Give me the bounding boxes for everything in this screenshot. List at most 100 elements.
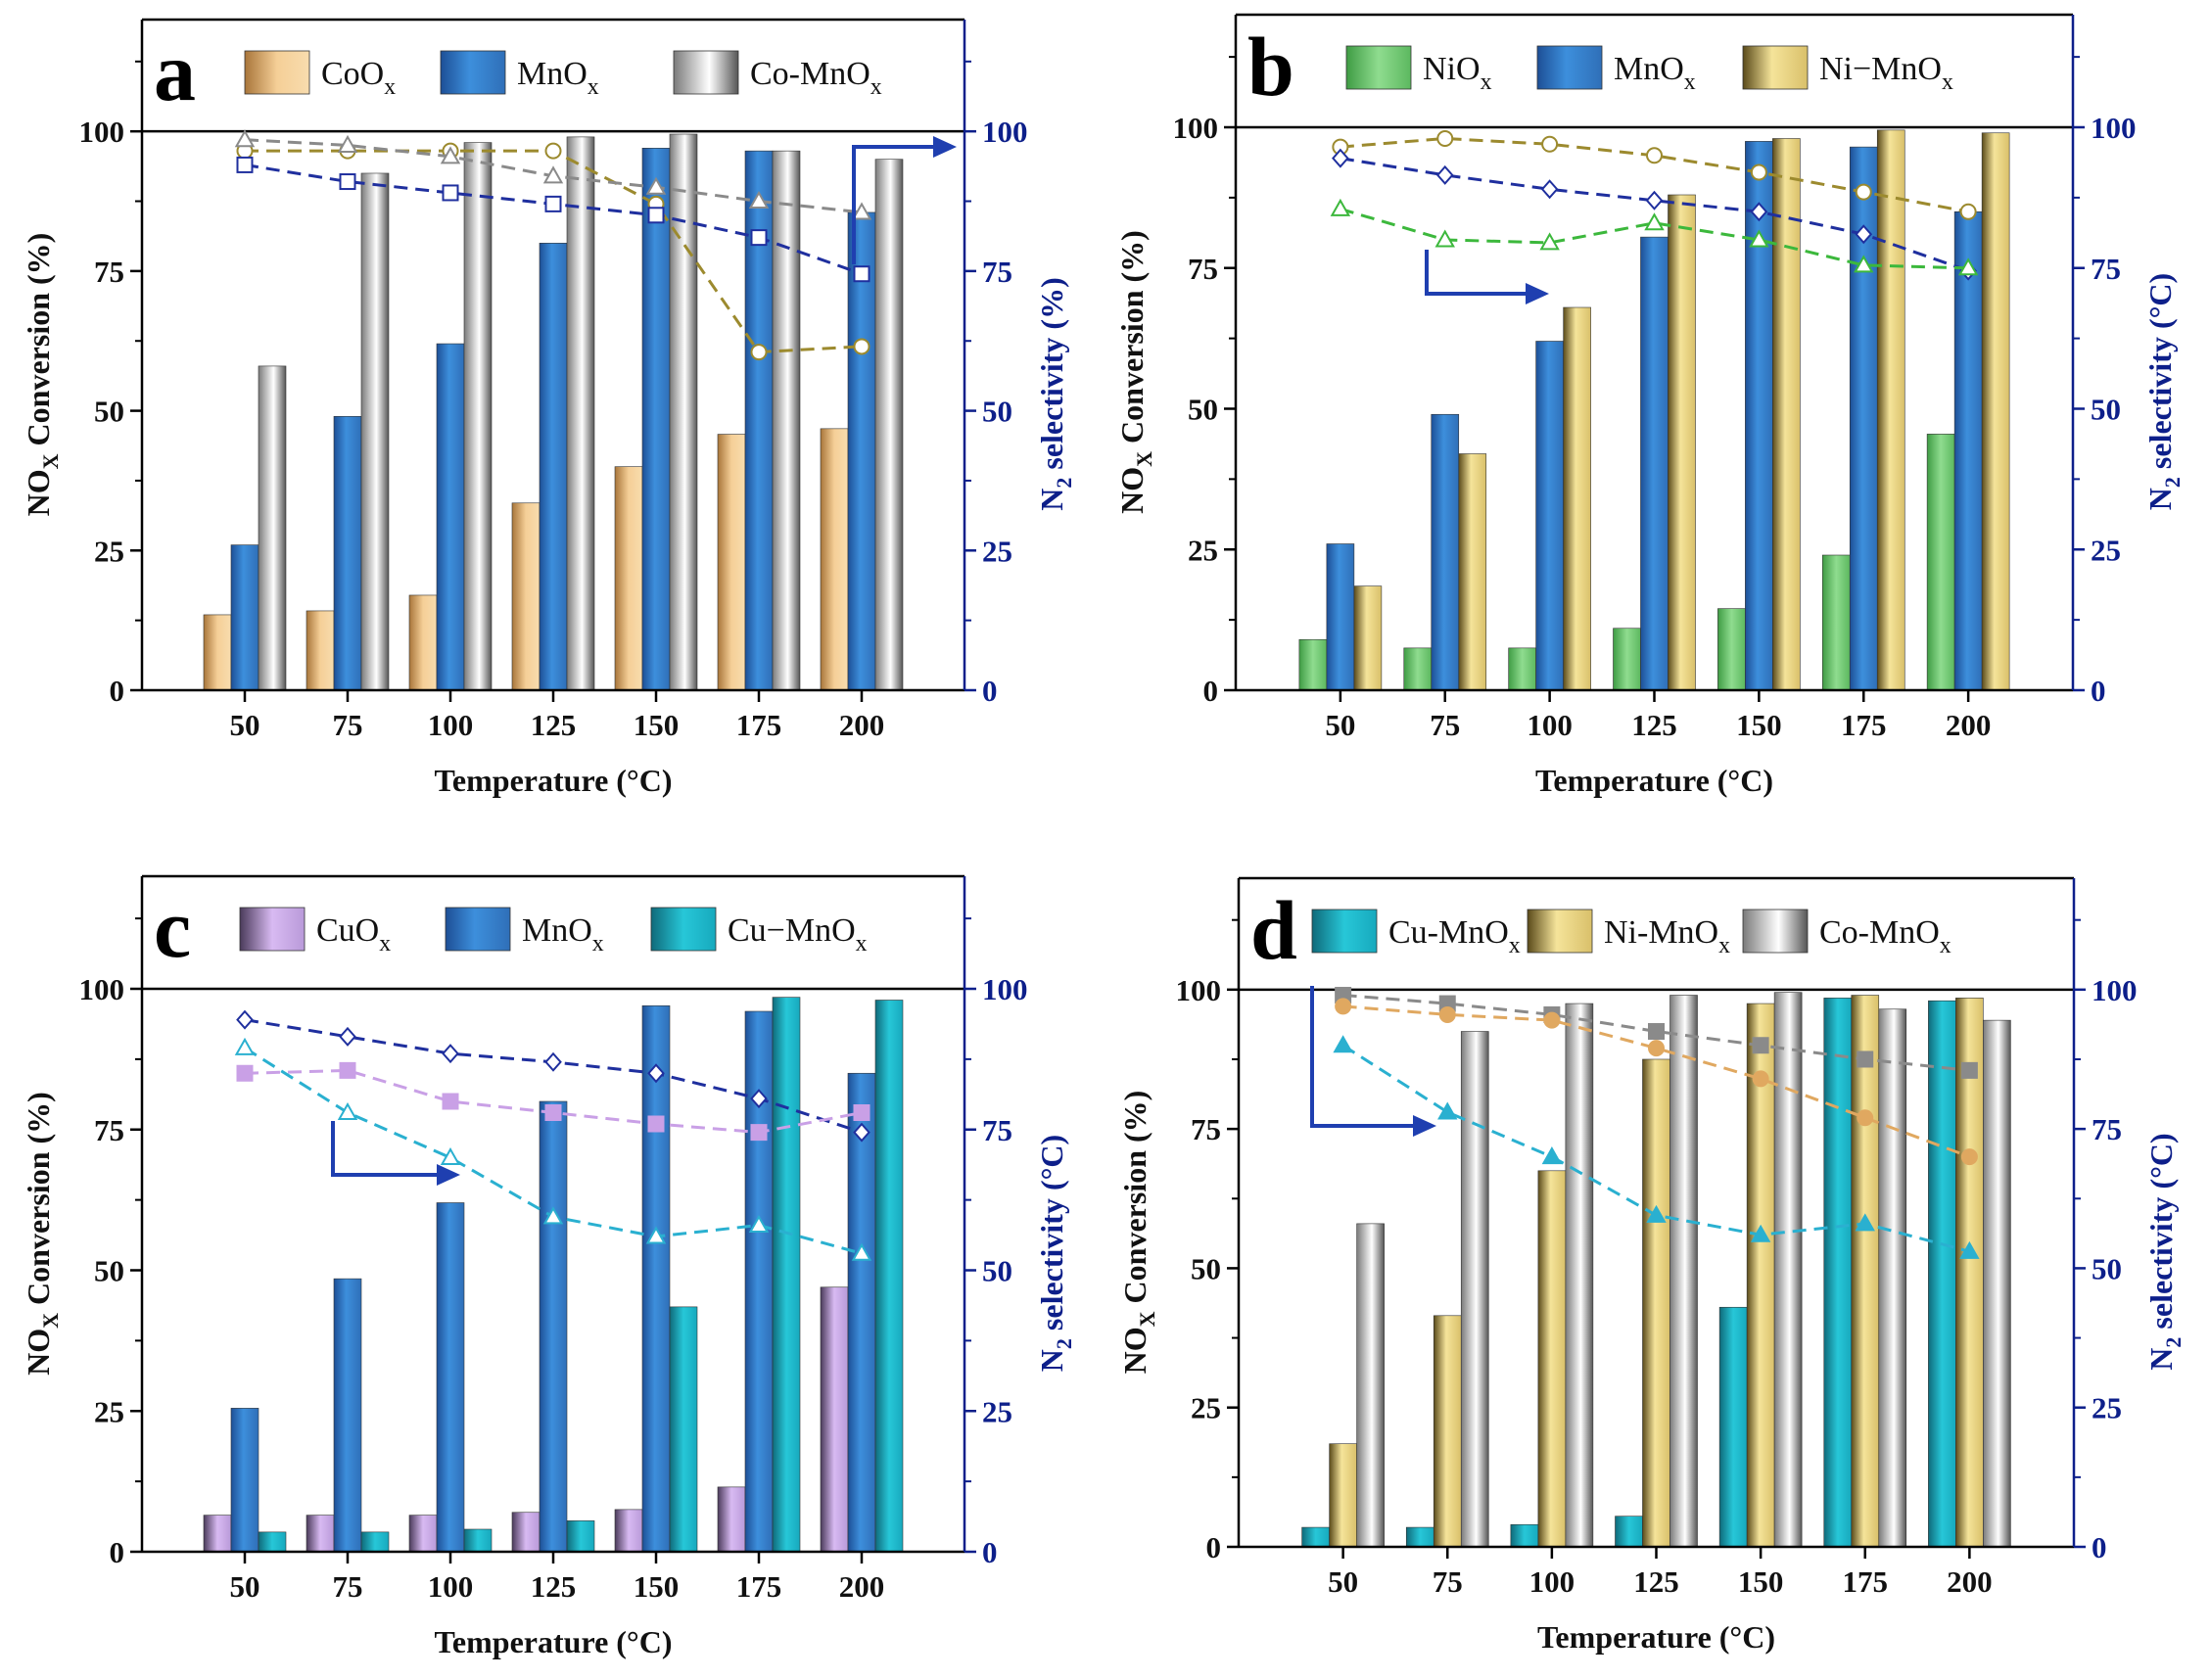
selectivity-point-b-Ni-MnOx-75 <box>1436 130 1454 147</box>
selectivity-point-b-Ni-MnOx-150 <box>1750 163 1767 181</box>
y-axis-label: NOX Conversion (%) <box>1117 1091 1159 1375</box>
selectivity-point-a-Co-MnOx-75 <box>337 134 358 153</box>
x-tick-label: 75 <box>1430 708 1460 742</box>
panel-letter: c <box>154 881 191 975</box>
legend-label-Cu-MnOx: Cu-MnOx <box>1388 914 1521 958</box>
y2-tick-label: 100 <box>982 972 1028 1006</box>
selectivity-point-c-MnOx-150 <box>647 1063 665 1084</box>
legend-swatch-Ni-MnOx <box>1527 909 1593 954</box>
legend-label-MnOx: MnOx <box>517 56 599 100</box>
selectivity-point-b-MnOx-100 <box>1540 179 1559 200</box>
selectivity-point-a-Co-MnOx-175 <box>748 190 770 210</box>
selectivity-point-d-Co-MnOx-125 <box>1648 1023 1665 1041</box>
selectivity-point-a-Co-MnOx-100 <box>440 146 461 164</box>
y-tick-label: 25 <box>1188 533 1218 567</box>
bar-d-Cu-MnOx-125 <box>1615 1516 1643 1548</box>
bar-c-Cu−MnOx-175 <box>772 997 801 1553</box>
legend-label-Ni-MnOx: Ni-MnOx <box>1604 914 1730 958</box>
y-tick-label: 75 <box>94 255 124 289</box>
y-tick-label: 75 <box>1188 252 1218 286</box>
selectivity-point-a-Co-MnOx-150 <box>645 176 667 195</box>
selectivity-point-a-Co-MnOx-125 <box>542 165 564 184</box>
x-tick-label: 175 <box>1843 1564 1889 1599</box>
legend-swatch-Cu−MnOx <box>650 907 717 952</box>
x-tick-label: 125 <box>531 1569 577 1604</box>
axis-arrow-head <box>437 1164 460 1186</box>
selectivity-point-d-Ni-MnOx-150 <box>1752 1070 1769 1088</box>
y2-tick-label: 50 <box>982 1254 1012 1288</box>
x-tick-label: 175 <box>1841 708 1887 742</box>
bar-d-Ni-MnOx-50 <box>1329 1443 1357 1548</box>
y2-tick-label: 50 <box>2092 1251 2122 1285</box>
bar-c-MnOx-100 <box>436 1202 465 1553</box>
selectivity-point-b-MnOx-175 <box>1855 224 1873 245</box>
bar-a-CoOx-50 <box>203 614 232 691</box>
legend-label-NiOx: NiOx <box>1423 51 1492 95</box>
y-tick-label: 100 <box>1173 111 1219 145</box>
bar-b-Ni−MnOx-150 <box>1772 138 1801 691</box>
bar-a-Co-MnOx-100 <box>463 142 493 691</box>
bar-b-NiOx-50 <box>1298 638 1328 691</box>
y-tick-label: 75 <box>94 1113 124 1147</box>
bar-d-Cu-MnOx-50 <box>1301 1526 1330 1548</box>
chart-panel-c: 0 0 25 25 50 50 75 75 100 100 50 75 100 125 150 175 200 T… <box>21 874 1076 1659</box>
bar-b-MnOx-125 <box>1640 236 1669 691</box>
chart-panel-b: 0 0 25 25 50 50 75 75 100 100 50 75 100 125 150 175 200 T… <box>1114 13 2185 798</box>
bar-b-NiOx-200 <box>1926 434 1955 691</box>
bar-b-NiOx-75 <box>1403 647 1433 691</box>
selectivity-point-b-MnOx-75 <box>1435 164 1454 185</box>
bar-b-NiOx-150 <box>1717 608 1746 691</box>
legend-swatch-NiOx <box>1345 45 1412 90</box>
selectivity-point-c-Cu−MnOx-75 <box>337 1101 358 1120</box>
bar-d-Cu-MnOx-150 <box>1718 1306 1748 1548</box>
x-tick-label: 150 <box>1736 708 1782 742</box>
selectivity-point-c-Cu−MnOx-100 <box>440 1146 461 1165</box>
bar-a-MnOx-50 <box>230 544 259 691</box>
bar-d-Co-MnOx-50 <box>1356 1223 1385 1548</box>
legend-label-MnOx: MnOx <box>1614 51 1696 95</box>
x-tick-label: 200 <box>839 708 885 742</box>
selectivity-point-a-Co-MnOx-50 <box>234 129 256 148</box>
axis-arrow <box>331 1121 439 1177</box>
axis-arrow <box>1425 250 1528 296</box>
x-tick-label: 200 <box>1946 708 1992 742</box>
selectivity-point-c-Cu−MnOx-150 <box>645 1226 667 1244</box>
bar-b-MnOx-75 <box>1431 413 1460 691</box>
x-tick-label: 50 <box>230 708 260 742</box>
selectivity-point-c-CuOx-175 <box>750 1124 768 1142</box>
bar-b-MnOx-150 <box>1745 141 1773 691</box>
selectivity-point-a-MnOx-150 <box>647 207 665 224</box>
bar-c-CuOx-200 <box>820 1286 849 1553</box>
bar-a-MnOx-200 <box>847 211 876 691</box>
bar-a-Co-MnOx-150 <box>669 133 698 691</box>
selectivity-point-b-Ni-MnOx-175 <box>1855 183 1872 201</box>
selectivity-point-c-MnOx-200 <box>853 1122 870 1143</box>
bar-d-Cu-MnOx-175 <box>1823 998 1853 1548</box>
bar-c-Cu−MnOx-200 <box>874 1000 904 1553</box>
selectivity-point-d-Ni-MnOx-50 <box>1335 998 1352 1015</box>
bar-d-Ni-MnOx-200 <box>1955 998 1984 1548</box>
legend-label-Co-MnOx: Co-MnOx <box>750 56 882 100</box>
selectivity-point-a-CoOx-200 <box>853 338 870 355</box>
selectivity-point-c-Cu−MnOx-175 <box>748 1214 770 1233</box>
bar-a-MnOx-150 <box>641 147 671 691</box>
selectivity-point-d-Cu-MnOx-50 <box>1333 1035 1353 1053</box>
legend-swatch-MnOx <box>445 907 511 952</box>
y2-tick-label: 25 <box>982 534 1012 568</box>
axis-arrow-head <box>1413 1115 1436 1137</box>
y-tick-label: 100 <box>1176 973 1222 1007</box>
selectivity-point-a-MnOx-75 <box>339 173 356 191</box>
x-tick-label: 50 <box>1325 708 1355 742</box>
selectivity-point-d-Co-MnOx-200 <box>1960 1061 1978 1079</box>
y-tick-label: 0 <box>110 1535 125 1569</box>
bar-c-Cu−MnOx-125 <box>566 1520 595 1553</box>
bar-a-CoOx-175 <box>717 434 746 691</box>
y2-axis-label: N2 selectivity (°C) <box>2143 1133 2186 1370</box>
x-tick-label: 175 <box>736 1569 782 1604</box>
selectivity-point-c-MnOx-175 <box>750 1089 768 1109</box>
bar-d-Co-MnOx-75 <box>1460 1031 1489 1548</box>
bar-b-Ni−MnOx-175 <box>1876 129 1905 691</box>
x-axis-label: Temperature (°C) <box>1535 763 1773 798</box>
bar-b-Ni−MnOx-200 <box>1981 132 2010 691</box>
legend-label-CoOx: CoOx <box>321 56 396 100</box>
